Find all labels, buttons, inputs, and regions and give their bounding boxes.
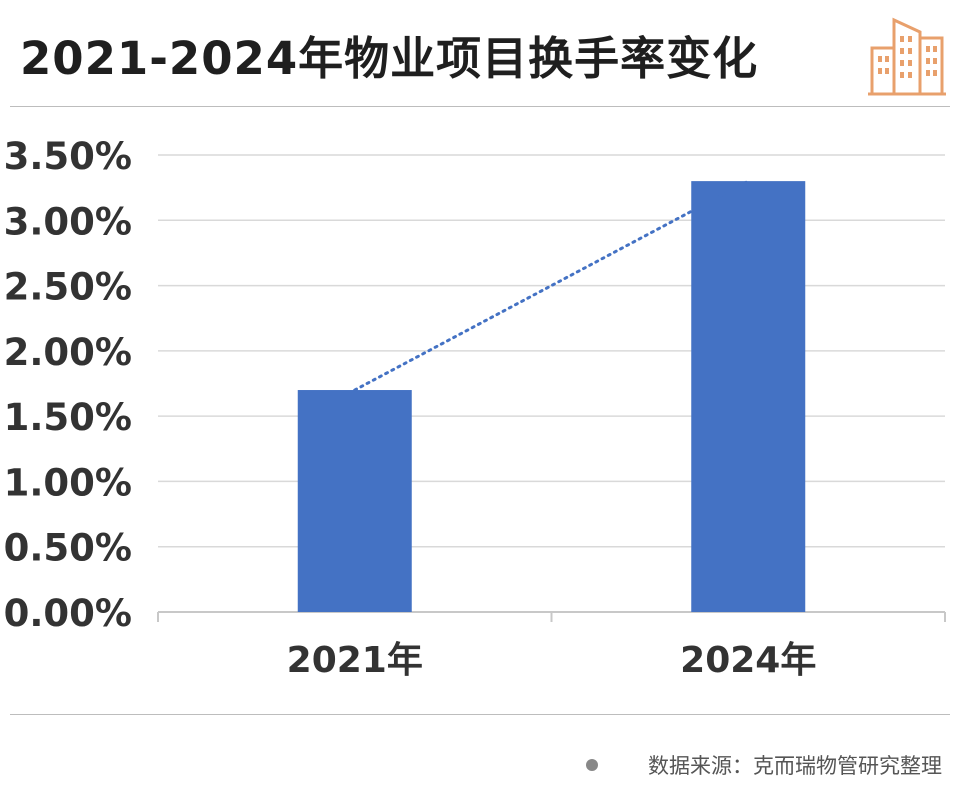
building-icon <box>868 17 946 96</box>
y-tick-label: 1.00% <box>4 461 132 504</box>
y-tick-label: 0.00% <box>4 592 132 635</box>
bullet-icon <box>586 759 598 771</box>
footer-divider <box>10 714 950 715</box>
bar <box>297 390 412 612</box>
y-tick-label: 3.50% <box>4 135 132 178</box>
x-tick-label: 2024年 <box>680 640 816 681</box>
y-tick-label: 1.50% <box>4 396 132 439</box>
y-tick-label: 2.50% <box>4 266 132 309</box>
bar <box>691 181 806 612</box>
trend-line <box>353 179 750 392</box>
title-divider <box>10 106 950 107</box>
y-tick-label: 2.00% <box>4 331 132 374</box>
bar-chart: 0.00% 0.50% 1.00% 1.50% 2.00% 2.50% 3.00% 3.50%… <box>4 135 946 681</box>
x-tick-label: 2021年 <box>287 640 423 681</box>
y-tick-label: 0.50% <box>4 527 132 570</box>
source-note: 数据来源：克而瑞物管研究整理 <box>586 750 942 780</box>
source-text: 数据来源：克而瑞物管研究整理 <box>648 754 942 778</box>
chart-title: 2021-2024年物业项目换手率变化 <box>20 32 759 85</box>
y-tick-label: 3.00% <box>4 200 132 243</box>
